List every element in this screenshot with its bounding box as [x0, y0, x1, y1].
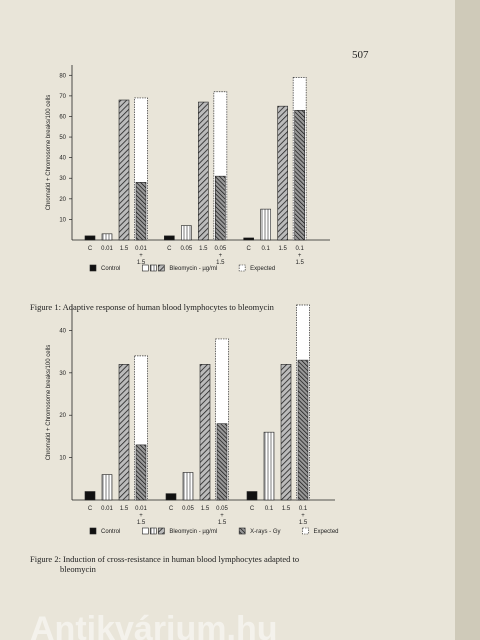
legend-swatch: [158, 527, 165, 535]
page-edges: [455, 0, 480, 640]
bar: [263, 431, 275, 501]
x-tick-label: 0.1: [261, 246, 270, 252]
bar: [280, 364, 292, 501]
x-tick-label: C: [88, 246, 93, 252]
x-tick-label: 0.05: [182, 506, 194, 512]
bar: [199, 364, 211, 501]
y-tick-label: 50: [59, 135, 66, 141]
y-tick-label: 20: [59, 413, 66, 419]
x-tick-label: 0.01 +1.5: [135, 246, 147, 266]
x-tick-label: 1.5: [199, 246, 208, 252]
bar: [165, 493, 177, 501]
bar: [277, 105, 288, 241]
y-axis-label: Chromatid + Chromosome breaks/100 cells: [46, 95, 52, 211]
paper: [0, 0, 462, 640]
bar: [182, 472, 194, 501]
bar: [243, 237, 254, 241]
y-tick-label: 20: [59, 197, 66, 203]
bar: [135, 182, 147, 241]
bar: [215, 175, 226, 241]
legend-label: Bleomycin - µg/ml: [169, 529, 217, 535]
bar: [101, 233, 113, 241]
legend-swatch: [238, 264, 246, 272]
legend-swatch: [89, 527, 97, 535]
watermark: Antikvárium.hu: [30, 610, 277, 640]
legend-swatch: [142, 264, 149, 272]
y-tick-label: 60: [59, 114, 66, 120]
y-tick-label: 40: [59, 328, 66, 334]
bar: [135, 444, 147, 501]
bar: [164, 235, 175, 241]
x-tick-label: 0.01: [101, 246, 113, 252]
x-tick-label: 0.05 +1.5: [214, 246, 226, 266]
x-tick-label: 1.5: [120, 506, 129, 512]
y-tick-label: 80: [59, 73, 66, 79]
bar: [260, 208, 271, 241]
bar: [118, 364, 130, 501]
x-tick-label: 0.05 +1.5: [216, 506, 228, 526]
bar: [84, 491, 96, 501]
caption-line: Figure 2: Induction of cross-resistance …: [30, 554, 299, 564]
legend-label: X-rays - Gy: [250, 529, 280, 535]
legend-swatch: [150, 527, 157, 535]
legend-swatch: [89, 264, 97, 272]
y-tick-label: 10: [59, 456, 66, 462]
bar: [297, 359, 309, 501]
x-tick-label: 0.01 +1.5: [135, 506, 147, 526]
x-tick-label: 0.05: [180, 246, 192, 252]
x-tick-label: 1.5: [282, 506, 291, 512]
bar: [246, 491, 258, 501]
bar: [101, 474, 113, 501]
y-tick-label: 70: [59, 94, 66, 100]
figure-caption: Figure 2: Induction of cross-resistance …: [30, 554, 299, 574]
bar: [294, 109, 305, 241]
figure-caption: Figure 1: Adaptive response of human blo…: [30, 302, 275, 312]
legend-label: Control: [101, 266, 120, 272]
y-tick-label: 40: [59, 156, 66, 162]
x-tick-label: C: [88, 506, 93, 512]
x-tick-label: 0.1 +1.5: [295, 246, 304, 266]
y-axis-label: Chromatid + Chromosome breaks/100 cells: [46, 345, 52, 461]
legend-swatch: [158, 264, 165, 272]
y-tick-label: 10: [59, 217, 66, 223]
bar: [216, 423, 228, 501]
page-number: 507: [352, 49, 369, 61]
legend-swatch: [150, 264, 157, 272]
x-tick-label: C: [246, 246, 251, 252]
x-tick-label: 0.1 +1.5: [299, 506, 308, 526]
legend-label: Control: [101, 529, 120, 535]
bar: [84, 235, 96, 241]
legend-swatch: [238, 527, 246, 535]
bar: [181, 225, 192, 241]
y-tick-label: 30: [59, 176, 66, 182]
x-tick-label: C: [250, 506, 255, 512]
x-tick-label: C: [167, 246, 172, 252]
bar: [118, 99, 130, 241]
legend-label: Expected: [314, 529, 339, 535]
legend-swatch: [302, 527, 309, 535]
x-tick-label: 0.01: [101, 506, 113, 512]
bar: [198, 101, 209, 241]
caption-line: bleomycin: [60, 564, 97, 574]
legend-label: Bleomycin - µg/ml: [169, 266, 217, 272]
y-tick-label: 30: [59, 371, 66, 377]
x-tick-label: C: [169, 506, 174, 512]
x-tick-label: 0.1: [265, 506, 274, 512]
x-tick-label: 1.5: [278, 246, 287, 252]
x-tick-label: 1.5: [120, 246, 129, 252]
legend-label: Expected: [250, 266, 275, 272]
legend-swatch: [142, 527, 149, 535]
x-tick-label: 1.5: [201, 506, 210, 512]
